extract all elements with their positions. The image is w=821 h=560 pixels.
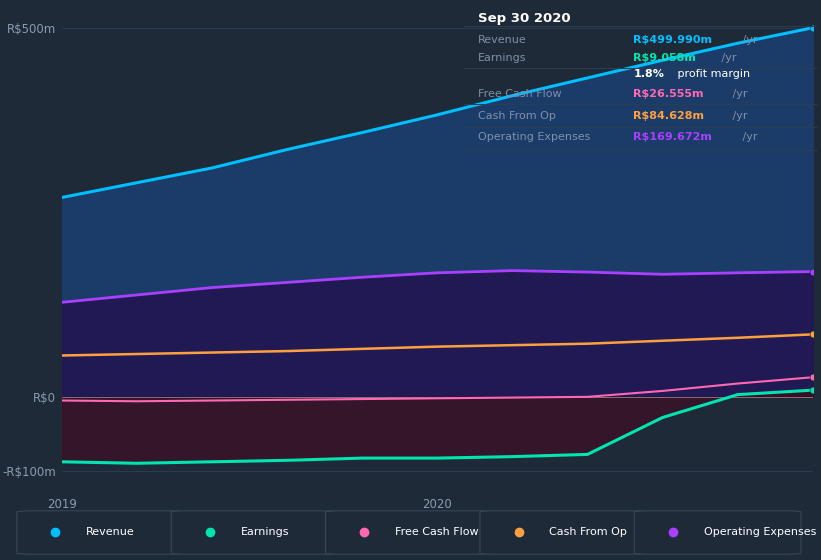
Text: 1.8%: 1.8% — [633, 69, 664, 80]
Text: Free Cash Flow: Free Cash Flow — [478, 89, 562, 99]
Text: /yr: /yr — [739, 132, 758, 142]
Text: R$9.058m: R$9.058m — [633, 53, 696, 63]
FancyBboxPatch shape — [635, 511, 801, 554]
Text: Revenue: Revenue — [86, 527, 135, 537]
Text: Operating Expenses: Operating Expenses — [704, 527, 816, 537]
Text: /yr: /yr — [739, 35, 758, 45]
Text: Operating Expenses: Operating Expenses — [478, 132, 590, 142]
Text: /yr: /yr — [718, 53, 736, 63]
Text: Cash From Op: Cash From Op — [478, 111, 556, 120]
Text: Earnings: Earnings — [241, 527, 289, 537]
Text: Cash From Op: Cash From Op — [549, 527, 627, 537]
Text: profit margin: profit margin — [674, 69, 750, 80]
Text: R$84.628m: R$84.628m — [633, 111, 704, 120]
Text: Free Cash Flow: Free Cash Flow — [395, 527, 479, 537]
Text: /yr: /yr — [729, 111, 747, 120]
Text: R$169.672m: R$169.672m — [633, 132, 712, 142]
FancyBboxPatch shape — [326, 511, 493, 554]
Text: Earnings: Earnings — [478, 53, 526, 63]
FancyBboxPatch shape — [480, 511, 647, 554]
Text: /yr: /yr — [729, 89, 747, 99]
Text: R$499.990m: R$499.990m — [633, 35, 713, 45]
Text: R$26.555m: R$26.555m — [633, 89, 704, 99]
Text: Sep 30 2020: Sep 30 2020 — [478, 12, 571, 25]
FancyBboxPatch shape — [17, 511, 184, 554]
FancyBboxPatch shape — [172, 511, 338, 554]
Text: Revenue: Revenue — [478, 35, 527, 45]
